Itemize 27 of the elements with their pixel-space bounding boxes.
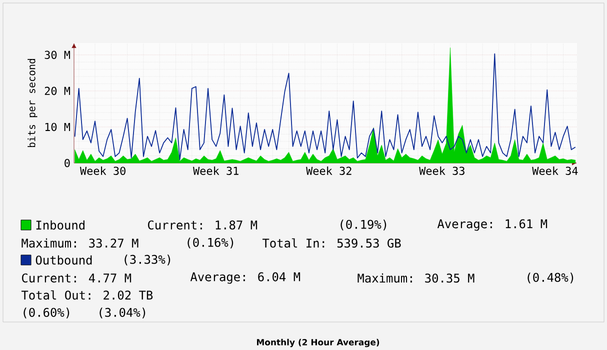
text: Current: 1.87 M — [148, 220, 258, 230]
text: Maximum: 30.35 M — [358, 273, 474, 283]
x-tick-label: Week 34 — [532, 166, 578, 175]
text: Monthly (2 Hour Average) — [257, 338, 380, 348]
text: (0.19%) — [340, 220, 386, 230]
text: (3.33%) — [124, 254, 170, 266]
text: (0.16%) — [188, 238, 234, 248]
legend-label: Inbound — [36, 220, 84, 230]
text: Total Out: 2.02 TB — [21, 290, 153, 300]
text: Current: 4.77 M — [22, 273, 132, 283]
legend-label: Outbound — [36, 255, 92, 265]
text: Maximum: 33.27 M — [22, 238, 138, 248]
y-tick-label: 30 M — [44, 50, 70, 60]
text: (0.60%) — [24, 308, 70, 318]
text: (3.04%) — [100, 308, 146, 318]
x-tick-label: Week 32 — [306, 166, 352, 175]
text: Average: 1.61 M — [437, 219, 548, 231]
y-tick-label: 0 — [64, 158, 70, 168]
text: Average: 6.04 M — [190, 272, 300, 284]
x-tick-label: Week 30 — [80, 166, 126, 175]
y-axis-title: bits per second — [28, 58, 38, 148]
text: (0.48%) — [528, 272, 574, 284]
y-tick-label: 10 M — [45, 122, 70, 132]
text: Total In: 539.53 GB — [262, 238, 401, 248]
x-tick-label: Week 31 — [193, 166, 238, 175]
x-tick-label: Week 33 — [419, 166, 464, 175]
y-tick-label: 20 M — [44, 86, 70, 96]
